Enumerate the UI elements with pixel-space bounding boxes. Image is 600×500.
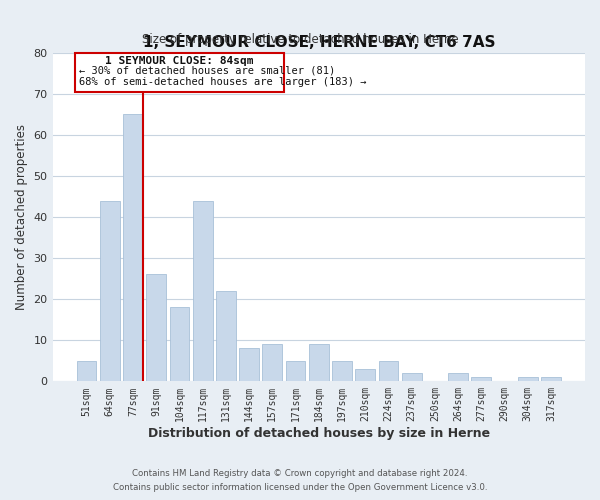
Text: Contains HM Land Registry data © Crown copyright and database right 2024.: Contains HM Land Registry data © Crown c… <box>132 468 468 477</box>
Text: Size of property relative to detached houses in Herne: Size of property relative to detached ho… <box>142 32 458 46</box>
Bar <box>309 344 329 382</box>
Bar <box>518 377 538 382</box>
Text: Contains public sector information licensed under the Open Government Licence v3: Contains public sector information licen… <box>113 484 487 492</box>
Bar <box>193 200 212 382</box>
Bar <box>379 361 398 382</box>
Bar <box>472 377 491 382</box>
Bar <box>332 361 352 382</box>
FancyBboxPatch shape <box>76 52 284 92</box>
Bar <box>170 308 190 382</box>
Bar <box>239 348 259 382</box>
Bar <box>262 344 282 382</box>
Text: 68% of semi-detached houses are larger (183) →: 68% of semi-detached houses are larger (… <box>79 77 367 87</box>
Bar <box>541 377 561 382</box>
Text: ← 30% of detached houses are smaller (81): ← 30% of detached houses are smaller (81… <box>79 66 335 76</box>
Bar <box>146 274 166 382</box>
Title: 1, SEYMOUR CLOSE, HERNE BAY, CT6 7AS: 1, SEYMOUR CLOSE, HERNE BAY, CT6 7AS <box>143 35 495 50</box>
Y-axis label: Number of detached properties: Number of detached properties <box>15 124 28 310</box>
X-axis label: Distribution of detached houses by size in Herne: Distribution of detached houses by size … <box>148 427 490 440</box>
Text: 1 SEYMOUR CLOSE: 84sqm: 1 SEYMOUR CLOSE: 84sqm <box>106 56 254 66</box>
Bar <box>100 200 119 382</box>
Bar <box>355 369 375 382</box>
Bar <box>216 291 236 382</box>
Bar <box>402 373 422 382</box>
Bar <box>123 114 143 382</box>
Bar <box>77 361 97 382</box>
Bar <box>286 361 305 382</box>
Bar <box>448 373 468 382</box>
